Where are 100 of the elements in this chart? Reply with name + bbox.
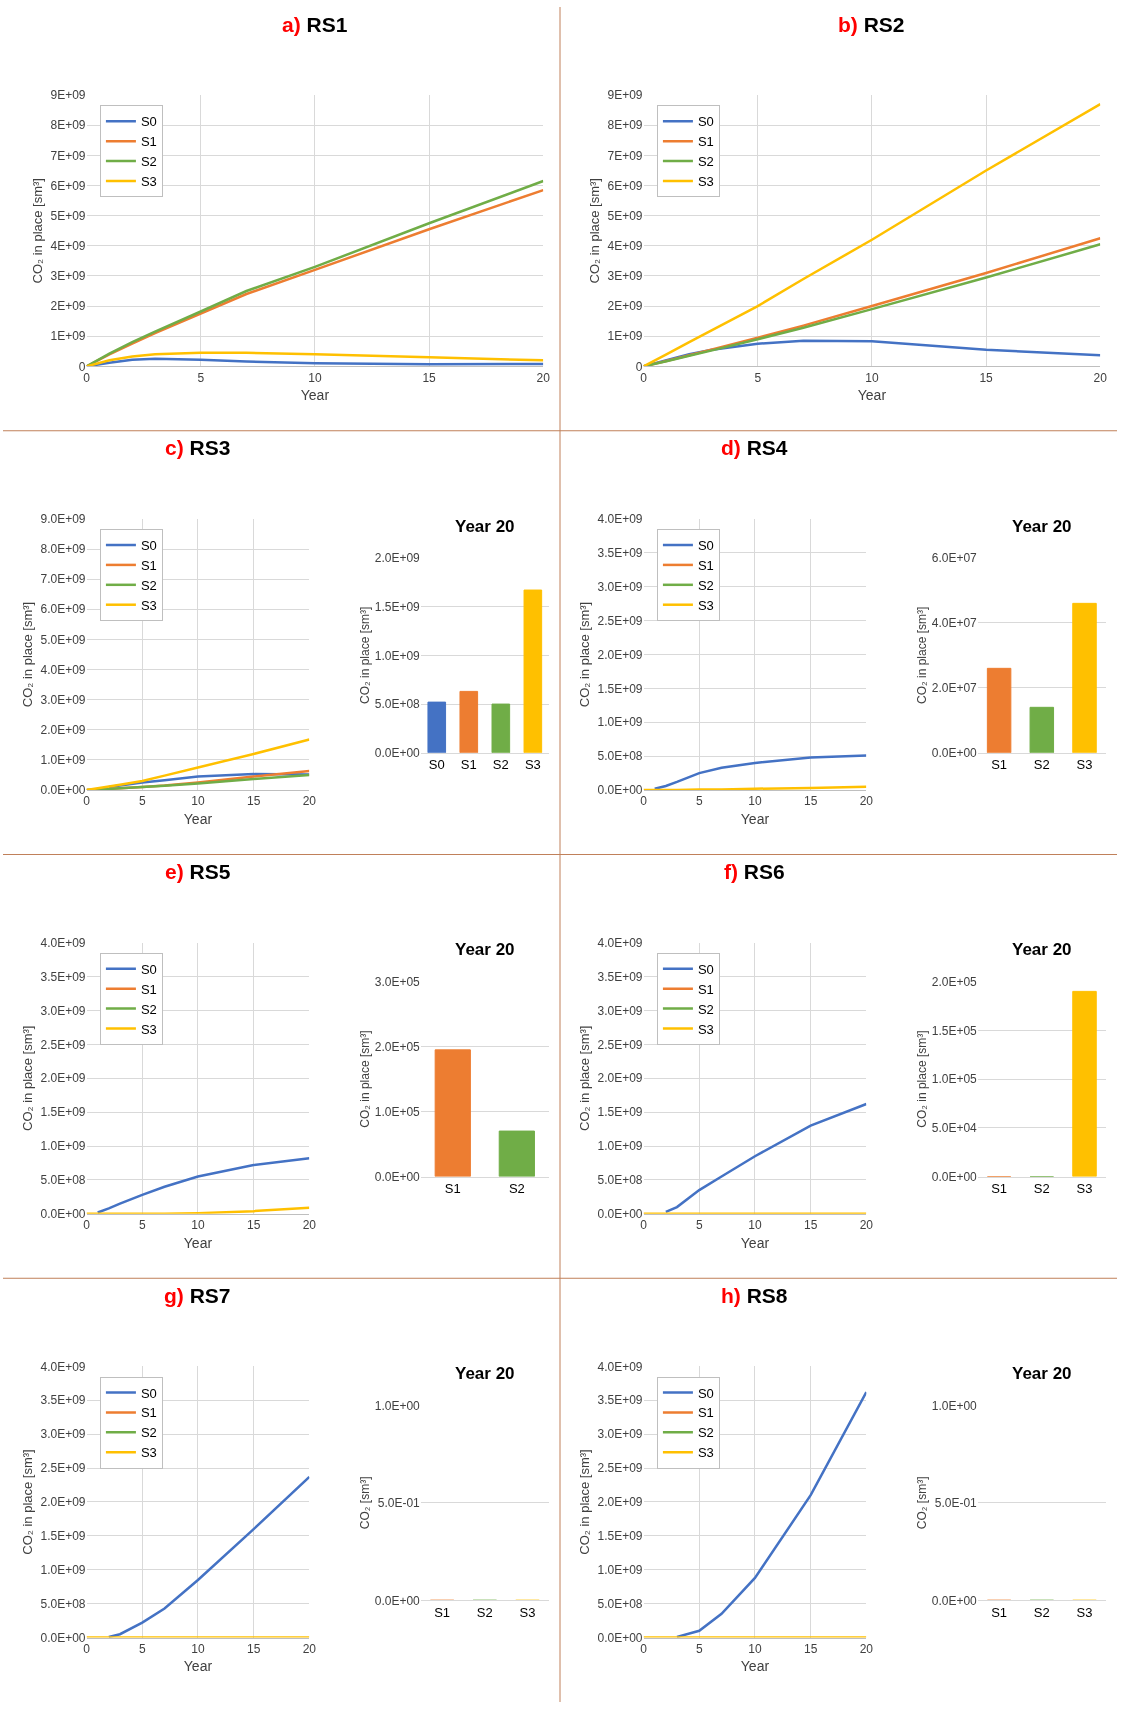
legend-label: S2	[697, 154, 714, 170]
x-tick-label: 15	[246, 1641, 261, 1656]
y-axis-title: CO₂ in place [sm³]	[915, 1030, 929, 1128]
y-tick-label: 9E+09	[50, 88, 86, 103]
y-tick-label: 1.5E+09	[40, 1529, 86, 1544]
x-tick-label: 5	[138, 794, 146, 809]
x-tick-label: 15	[803, 1218, 818, 1233]
y-tick-label: 1.0E+09	[374, 648, 421, 663]
legend-label: S1	[140, 557, 157, 573]
y-tick-label: 2.0E+09	[374, 551, 421, 566]
x-tick-label: 10	[865, 370, 879, 385]
y-axis-title: CO₂ in place [sm³]	[358, 606, 372, 705]
x-tick-label: S2	[1033, 757, 1050, 773]
x-axis-title: Year	[183, 1234, 213, 1251]
y-tick-label: 3.5E+09	[597, 1393, 643, 1408]
y-tick-label: 0.0E+00	[374, 1169, 421, 1184]
y-axis-title: CO₂ in place [sm³]	[577, 601, 593, 708]
y-tick-label: 5.0E+09	[40, 632, 86, 647]
y-tick-label: 3.0E+09	[40, 1003, 86, 1018]
legend-label: S3	[697, 174, 714, 190]
x-tick-label: 20	[859, 1218, 874, 1233]
x-tick-label: 5	[754, 370, 762, 385]
y-axis-title: CO₂ in place [sm³]	[30, 178, 46, 284]
y-tick-label: 0	[78, 359, 86, 374]
y-tick-label: 3.0E+09	[40, 1427, 86, 1442]
y-axis-title: CO₂ in place [sm³]	[20, 601, 36, 708]
y-tick-label: 4.0E+07	[931, 616, 978, 631]
x-tick-label: S2	[1033, 1604, 1050, 1620]
y-tick-label: 4E+09	[50, 239, 86, 254]
y-tick-label: 3.0E+09	[597, 1427, 643, 1442]
x-tick-label: 5	[138, 1218, 146, 1233]
y-tick-label: 3.0E+05	[374, 974, 421, 989]
legend-label: S0	[697, 961, 714, 977]
y-tick-label: 1.0E+09	[597, 1562, 643, 1577]
y-tick-label: 3.0E+09	[597, 1003, 643, 1018]
legend-label: S2	[697, 577, 714, 593]
x-axis-title: Year	[740, 1658, 770, 1675]
x-tick-label: 20	[536, 370, 551, 385]
x-tick-label: 15	[422, 370, 437, 385]
y-tick-label: 7.0E+09	[40, 572, 86, 587]
y-tick-label: 6.0E+07	[931, 551, 978, 566]
y-tick-label: 0.0E+00	[597, 1630, 643, 1645]
y-tick-label: 1.5E+09	[374, 599, 421, 614]
y-tick-label: 0.0E+00	[374, 1593, 421, 1608]
y-tick-label: 5.0E-01	[377, 1496, 421, 1511]
x-tick-label: S3	[1076, 1181, 1093, 1197]
y-tick-label: 2.0E+09	[40, 723, 86, 738]
y-tick-label: 5.0E+08	[374, 697, 421, 712]
legend-label: S3	[140, 1445, 157, 1461]
legend-label: S2	[697, 1001, 714, 1017]
y-tick-label: 9E+09	[607, 88, 643, 103]
x-tick-label: 15	[803, 1641, 818, 1656]
y-tick-label: 2.0E+09	[40, 1495, 86, 1510]
legend-label: S3	[140, 174, 157, 190]
y-axis-title: CO₂ in place [sm³]	[587, 178, 603, 284]
y-tick-label: 1.0E+00	[374, 1398, 421, 1413]
chart-title: b) RS2	[838, 13, 905, 36]
y-tick-label: 1.0E+09	[597, 715, 643, 730]
chart-title: f) RS6	[724, 860, 785, 883]
x-tick-label: S3	[524, 757, 541, 773]
y-tick-label: 5.0E+08	[40, 1173, 86, 1188]
y-tick-label: 9.0E+09	[40, 512, 86, 527]
legend-label: S1	[697, 1405, 714, 1421]
x-tick-label: 20	[859, 1641, 874, 1656]
legend-label: S0	[140, 961, 157, 977]
x-tick-label: 20	[302, 794, 317, 809]
x-tick-label: 10	[748, 1218, 762, 1233]
legend-label: S3	[140, 597, 157, 613]
legend-label: S1	[140, 134, 157, 150]
y-tick-label: 0.0E+00	[931, 746, 978, 761]
x-tick-label: S3	[1076, 757, 1093, 773]
x-tick-label: S1	[991, 757, 1008, 773]
y-tick-label: 3.5E+09	[40, 969, 86, 984]
y-tick-label: 4.0E+09	[597, 512, 643, 527]
y-tick-label: 1.0E+00	[931, 1398, 978, 1413]
x-tick-label: 15	[979, 370, 994, 385]
x-axis-title: Year	[740, 810, 770, 827]
y-tick-label: 5.0E+08	[597, 1173, 643, 1188]
x-tick-label: 15	[246, 1218, 261, 1233]
y-axis-title: CO₂ [sm³]	[915, 1476, 929, 1530]
y-tick-label: 6E+09	[50, 178, 86, 193]
y-tick-label: 0.0E+00	[374, 746, 421, 761]
x-tick-label: S3	[519, 1604, 536, 1620]
y-tick-label: 5.0E+08	[597, 1596, 643, 1611]
x-axis-title: Year	[183, 1658, 213, 1675]
x-axis-title: Year	[857, 387, 887, 404]
y-tick-label: 4.0E+09	[40, 1359, 86, 1374]
x-tick-label: 10	[748, 1641, 762, 1656]
y-axis-title: CO₂ [sm³]	[358, 1476, 372, 1530]
legend-label: S1	[140, 1405, 157, 1421]
y-tick-label: 1.5E+09	[40, 1105, 86, 1120]
x-tick-label: 10	[191, 1641, 205, 1656]
y-tick-label: 1.0E+09	[40, 753, 86, 768]
y-tick-label: 0.0E+00	[931, 1593, 978, 1608]
y-tick-label: 2.5E+09	[597, 613, 643, 628]
y-axis-title: CO₂ in place [sm³]	[577, 1449, 593, 1555]
y-tick-label: 5.0E+04	[931, 1121, 978, 1136]
y-tick-label: 2.0E+05	[374, 1039, 421, 1054]
y-tick-label: 3E+09	[50, 269, 86, 284]
chart-title: c) RS3	[165, 436, 231, 459]
